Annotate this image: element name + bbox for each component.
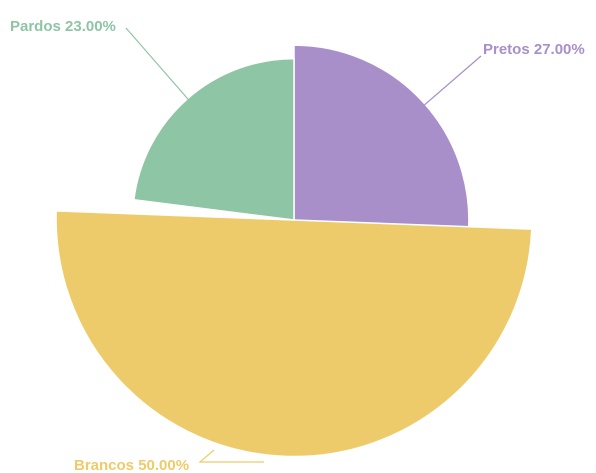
slice-label-pretos: Pretos 27.00%	[483, 41, 585, 58]
slices-layer	[55, 44, 533, 458]
slice-label-pardos: Pardos 23.00%	[10, 18, 116, 35]
leader-line-pardos	[125, 27, 222, 138]
slice-label-brancos: Brancos 50.00%	[74, 457, 189, 473]
leader-line-pretos	[391, 55, 482, 134]
leader-line-brancos	[198, 449, 264, 463]
slice-pardos[interactable]	[133, 57, 295, 221]
slice-brancos[interactable]	[55, 210, 533, 458]
leader-lines-layer	[125, 27, 482, 463]
labels-layer: Pretos 27.00% Brancos 50.00% Pardos 23.0…	[10, 18, 585, 473]
slice-pretos[interactable]	[293, 44, 470, 243]
